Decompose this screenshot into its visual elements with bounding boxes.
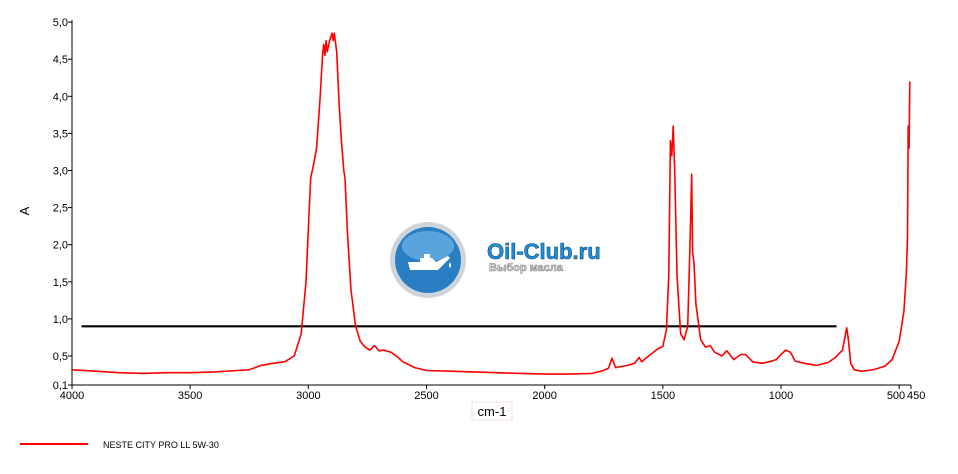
legend-label: NESTE CITY PRO LL 5W-30 — [103, 440, 219, 450]
series-layer — [71, 32, 911, 375]
x-axis-title: cm-1 — [478, 404, 507, 419]
x-tick-label: 500 — [887, 390, 905, 402]
x-tick-label: 1500 — [651, 390, 675, 402]
x-tick-label: 2500 — [414, 390, 438, 402]
y-tick-label: 4,0 — [53, 91, 68, 103]
x-axis-title-box — [471, 401, 513, 421]
y-tick-label: 3,0 — [53, 166, 68, 178]
x-tick-label: 4000 — [60, 390, 84, 402]
y-tick-label: 0,1 — [53, 380, 68, 392]
x-tick-label: 2000 — [532, 390, 556, 402]
watermark-logo-shine — [402, 231, 454, 261]
x-tick-label: 450 — [907, 390, 925, 402]
watermark-subtitle: Выбор масла — [489, 262, 564, 274]
y-tick-label: 2,5 — [53, 203, 68, 215]
y-tick-label: 1,5 — [53, 277, 68, 289]
watermark-title: Oil-Club.ru — [487, 239, 601, 264]
y-axis-title: A — [17, 206, 32, 215]
y-tick-label: 1,0 — [53, 314, 68, 326]
y-axis-ticks: 0,1 0,5 1,0 1,5 2,0 2,5 3,0 3,5 4,0 4,5 5,0 — [53, 17, 72, 392]
x-tick-label: 3000 — [296, 390, 320, 402]
watermark: Oil-Club.ru Выбор масла — [390, 222, 601, 298]
y-tick-label: 0,5 — [53, 351, 68, 363]
x-tick-label: 1000 — [769, 390, 793, 402]
y-tick-label: 3,5 — [53, 128, 68, 140]
x-axis-ticks: 4000 3500 3000 2500 2000 1500 1000 500 450 — [60, 385, 925, 402]
y-tick-label: 5,0 — [53, 17, 68, 29]
legend: NESTE CITY PRO LL 5W-30 — [20, 440, 219, 450]
x-tick-label: 3500 — [178, 390, 202, 402]
y-tick-label: 4,5 — [53, 54, 68, 66]
y-tick-label: 2,0 — [53, 240, 68, 252]
series-line — [71, 32, 911, 375]
oil-can-icon — [408, 254, 451, 270]
